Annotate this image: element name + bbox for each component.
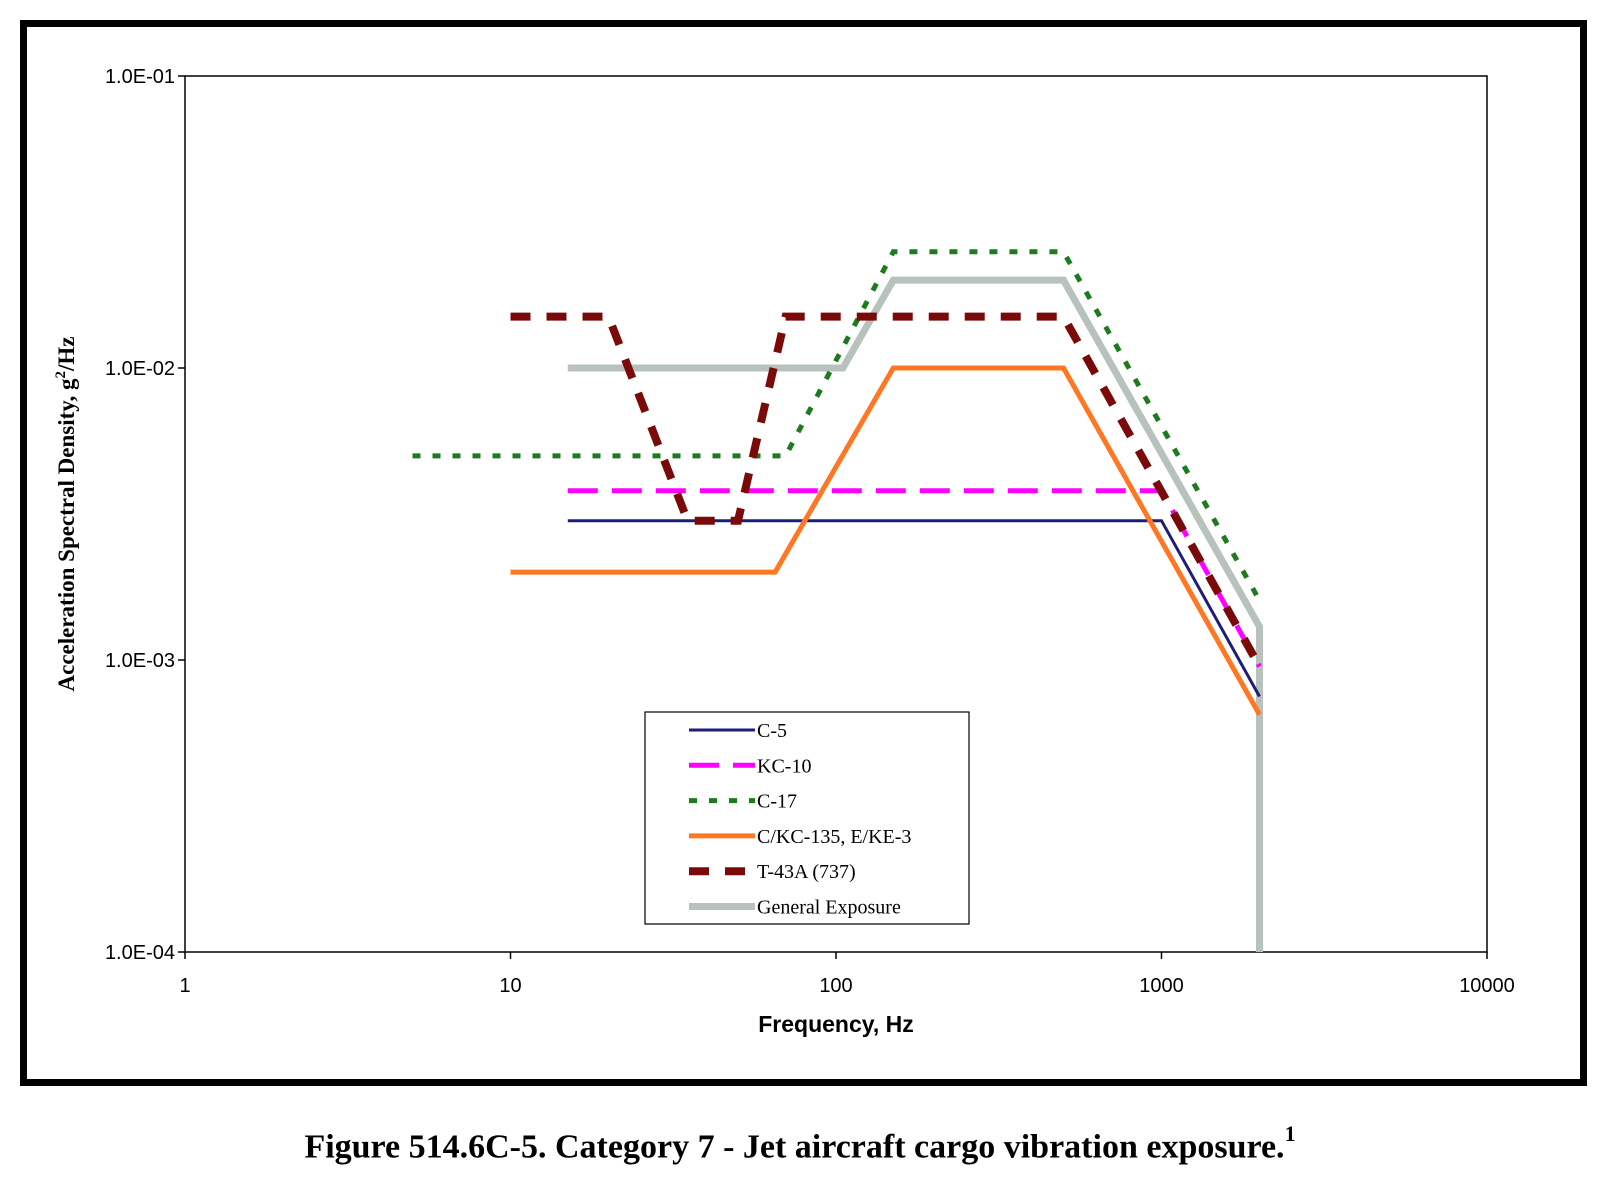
y-axis-title-main: Acceleration Spectral Density, g	[54, 378, 79, 691]
chart-plot: 1 10 100 1000 10000 1.0E-04 1.0E-03 1.0E-02 1.0E…	[53, 66, 1515, 1037]
legend-label-kc-10: KC-10	[757, 755, 811, 777]
legend-label-c-5: C-5	[757, 720, 787, 742]
x-axis-title: Frequency, Hz	[758, 1011, 914, 1037]
legend-label-c-17: C-17	[757, 791, 797, 813]
legend-label-t-43a-737: T-43A (737)	[757, 861, 856, 883]
y-tick-label: 1.0E-03	[105, 650, 175, 672]
y-tick-label: 1.0E-02	[105, 358, 175, 380]
y-tick-label: 1.0E-04	[105, 942, 175, 964]
x-tick-label: 1000	[1139, 975, 1184, 997]
series-line-t-43a-737	[510, 312, 1263, 669]
y-axis-title: Acceleration Spectral Density, g2/Hz	[53, 337, 79, 692]
x-tick-label: 10	[499, 975, 521, 997]
y-axis-title-tail: /Hz	[54, 337, 79, 373]
series-line-c-17	[412, 249, 1262, 602]
y-axis-title-sup: 2	[53, 371, 69, 379]
caption-footnote: 1	[1284, 1121, 1296, 1146]
figure-caption: Figure 514.6C-5. Category 7 - Jet aircra…	[0, 1118, 1600, 1167]
series-line-kc-10	[567, 488, 1262, 668]
x-tick-label: 10000	[1459, 975, 1515, 997]
series-line-general-exposure	[567, 276, 1263, 952]
series-line-c-5	[567, 519, 1261, 698]
caption-text: Figure 514.6C-5. Category 7 - Jet aircra…	[304, 1128, 1285, 1166]
chart-frame: 1 10 100 1000 10000 1.0E-04 1.0E-03 1.0E-02 1.0E…	[20, 20, 1587, 1086]
legend-box	[644, 711, 970, 925]
legend-label-c-kc-135-e-ke-3: C/KC-135, E/KE-3	[757, 826, 911, 848]
x-tick-label: 1	[179, 975, 190, 997]
series-line-c-kc-135-e-ke-3	[510, 365, 1262, 716]
legend-label-general-exposure: General Exposure	[757, 897, 901, 919]
x-tick-label: 100	[819, 975, 852, 997]
plot-area: 1 10 100 1000 10000 1.0E-04 1.0E-03 1.0E-02 1.0E…	[53, 66, 1515, 1037]
y-tick-label: 1.0E-01	[105, 66, 175, 88]
